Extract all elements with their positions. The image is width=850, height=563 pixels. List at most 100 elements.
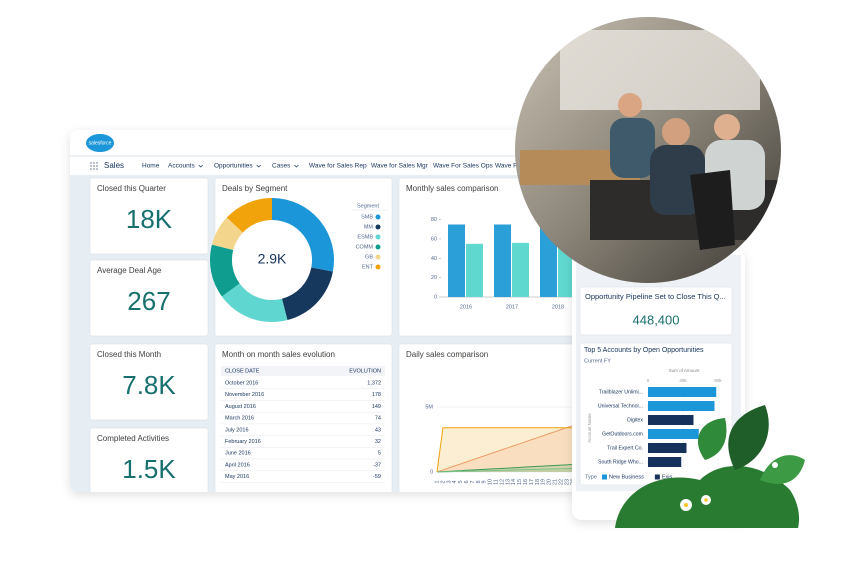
x-tick-label: 10 — [488, 479, 494, 485]
y-tick-label: 80 — [431, 217, 437, 223]
donut-slice — [211, 217, 243, 251]
table-title: Month on month sales evolution — [222, 350, 335, 359]
kpi-label: Completed Activities — [97, 434, 169, 443]
cell: April 2016 — [225, 462, 250, 468]
x-tick-label: 16 — [523, 479, 529, 485]
kpi-value: 267 — [127, 286, 170, 316]
x-tick-label: 0 — [647, 378, 650, 383]
kpi-value: 1.5K — [122, 454, 176, 484]
app-name: Sales — [104, 161, 124, 170]
card-value: 448,400 — [633, 312, 680, 327]
column-header: EVOLUTION — [349, 368, 381, 374]
donut-slice — [210, 244, 240, 297]
kpi-value: 7.8K — [122, 370, 176, 400]
legend-swatch — [375, 254, 381, 260]
cell: 43 — [375, 427, 381, 433]
x-tick-label: 2017 — [506, 304, 518, 310]
area — [437, 427, 573, 472]
legend-label: ESMB — [357, 234, 373, 240]
category-label: GetOutdoors.com — [602, 431, 643, 437]
y-tick-label: 0 — [430, 469, 433, 475]
cell: 32 — [375, 439, 381, 445]
dashboard: salesforce Sales Home Accounts Opportuniti… — [70, 134, 600, 492]
legend-swatch — [602, 474, 607, 480]
legend-label: New Business — [609, 474, 644, 480]
area — [437, 468, 573, 472]
mobile-app: Opportunity Pipeline Set to Close This Q… — [579, 286, 733, 486]
category-label: South Ridge Who... — [598, 459, 643, 465]
bar — [512, 242, 529, 297]
cell: March 2016 — [225, 416, 254, 422]
cell: May 2016 — [225, 474, 249, 480]
legend-title: Segment — [357, 203, 379, 209]
card — [89, 259, 209, 337]
x-tick-label: 1 — [434, 480, 440, 483]
legend-label: Exis — [662, 474, 673, 480]
x-tick-label: 21 — [552, 479, 558, 485]
bar — [466, 243, 483, 297]
y-tick-label: 60 — [431, 236, 437, 242]
x-tick-label: 80k — [714, 378, 722, 383]
y-tick-label: 0 — [434, 294, 437, 300]
x-tick-label: 11 — [493, 479, 499, 485]
x-tick-label: 6 — [464, 480, 470, 483]
bar — [648, 401, 715, 411]
logo: salesforce — [89, 140, 112, 146]
legend-label: ENT — [362, 264, 374, 270]
app-launcher — [90, 162, 98, 170]
table-header — [221, 366, 385, 376]
x-axis-label: Sum of Amount — [669, 368, 701, 373]
cell: -59 — [373, 474, 381, 480]
cell: 149 — [372, 404, 381, 410]
legend-swatch — [375, 244, 381, 250]
nav-tab: Wave for Sales Rep — [309, 163, 367, 170]
card — [89, 343, 209, 421]
chart-title: Daily sales comparison — [406, 350, 488, 359]
legend-label: COMM — [356, 244, 374, 250]
cell: October 2016 — [225, 380, 258, 386]
column-header: CLOSE DATE — [225, 368, 260, 374]
photo — [515, 17, 781, 283]
x-tick-label: 17 — [529, 479, 535, 485]
card — [89, 427, 209, 492]
x-tick-label: 12 — [499, 479, 505, 485]
bar — [648, 429, 699, 439]
cell: 74 — [375, 416, 381, 422]
cell: July 2016 — [225, 427, 249, 433]
nav-chevron — [256, 164, 261, 168]
category-label: Trail Expert Co. — [607, 445, 643, 451]
bar — [648, 415, 694, 425]
legend-title: Type — [585, 474, 597, 480]
nav-tab: Wave For Sales Ops — [433, 163, 493, 170]
x-tick-label: 22 — [558, 479, 564, 485]
legend-swatch — [375, 214, 381, 220]
legend-label: MM — [364, 224, 374, 230]
legend-swatch — [375, 264, 381, 270]
cell: 5 — [378, 451, 381, 457]
y-tick-label: 5M — [425, 404, 433, 410]
x-tick-label: 8 — [476, 480, 482, 483]
cell: 1,372 — [367, 380, 381, 386]
nav-tab: Wave Fo — [495, 163, 521, 170]
donut-center: 2.9K — [258, 251, 287, 267]
bar — [494, 224, 511, 297]
legend-label: SMB — [361, 214, 373, 220]
x-tick-label: 13 — [505, 479, 511, 485]
bar — [448, 224, 465, 297]
donut-slice — [272, 198, 334, 272]
donut-slice — [221, 283, 288, 322]
x-tick-label: 2 — [440, 480, 446, 483]
line — [436, 463, 573, 473]
chart-title: Deals by Segment — [222, 184, 288, 193]
legend-label: GB — [365, 254, 373, 260]
legend-swatch — [375, 234, 381, 240]
kpi-label: Closed this Quarter — [97, 184, 166, 193]
line — [436, 425, 573, 473]
card — [214, 343, 393, 492]
category-label: Universal Technol... — [598, 403, 643, 409]
x-tick-label: 4 — [452, 480, 458, 483]
line — [436, 427, 573, 473]
cell: November 2016 — [225, 392, 264, 398]
bar — [648, 387, 717, 397]
